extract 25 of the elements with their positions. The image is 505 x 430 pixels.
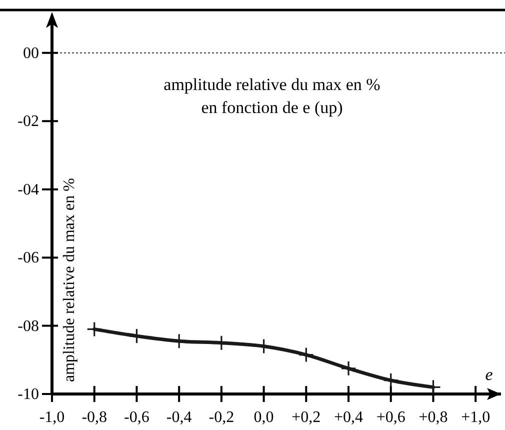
x-tick-label: +0,8 [418,409,448,426]
y-tick-label: -02 [18,113,39,130]
x-tick-label: -0,6 [124,409,150,426]
y-tick-label: -08 [18,318,39,335]
y-tick-label: -06 [18,250,39,267]
y-tick-label: 00 [23,44,39,62]
x-tick-label: +1,0 [461,409,490,426]
x-tick-label: -0,8 [82,409,108,426]
x-tick-label: -0,2 [208,409,234,426]
point [298,346,314,363]
x-tick-label: +0,6 [376,409,406,426]
y-tick-label: -04 [18,181,39,198]
point [383,372,399,388]
text: amplitude relative du max en % en fonction de e (up) [164,75,380,117]
point [340,360,356,376]
point [86,321,102,337]
y-tick-label: -10 [18,386,39,403]
x-tick-label: 0,0 [254,409,274,426]
x-axis-title: e [485,365,494,384]
x-tick-label: -0,4 [166,409,192,426]
point [128,328,145,344]
x-tick-label: +0,2 [292,409,321,426]
x-tick-label: +0,4 [334,409,364,426]
y-axis-title: amplitude relative du max en % [61,178,78,382]
x-tick-label: -1,0 [39,409,65,426]
